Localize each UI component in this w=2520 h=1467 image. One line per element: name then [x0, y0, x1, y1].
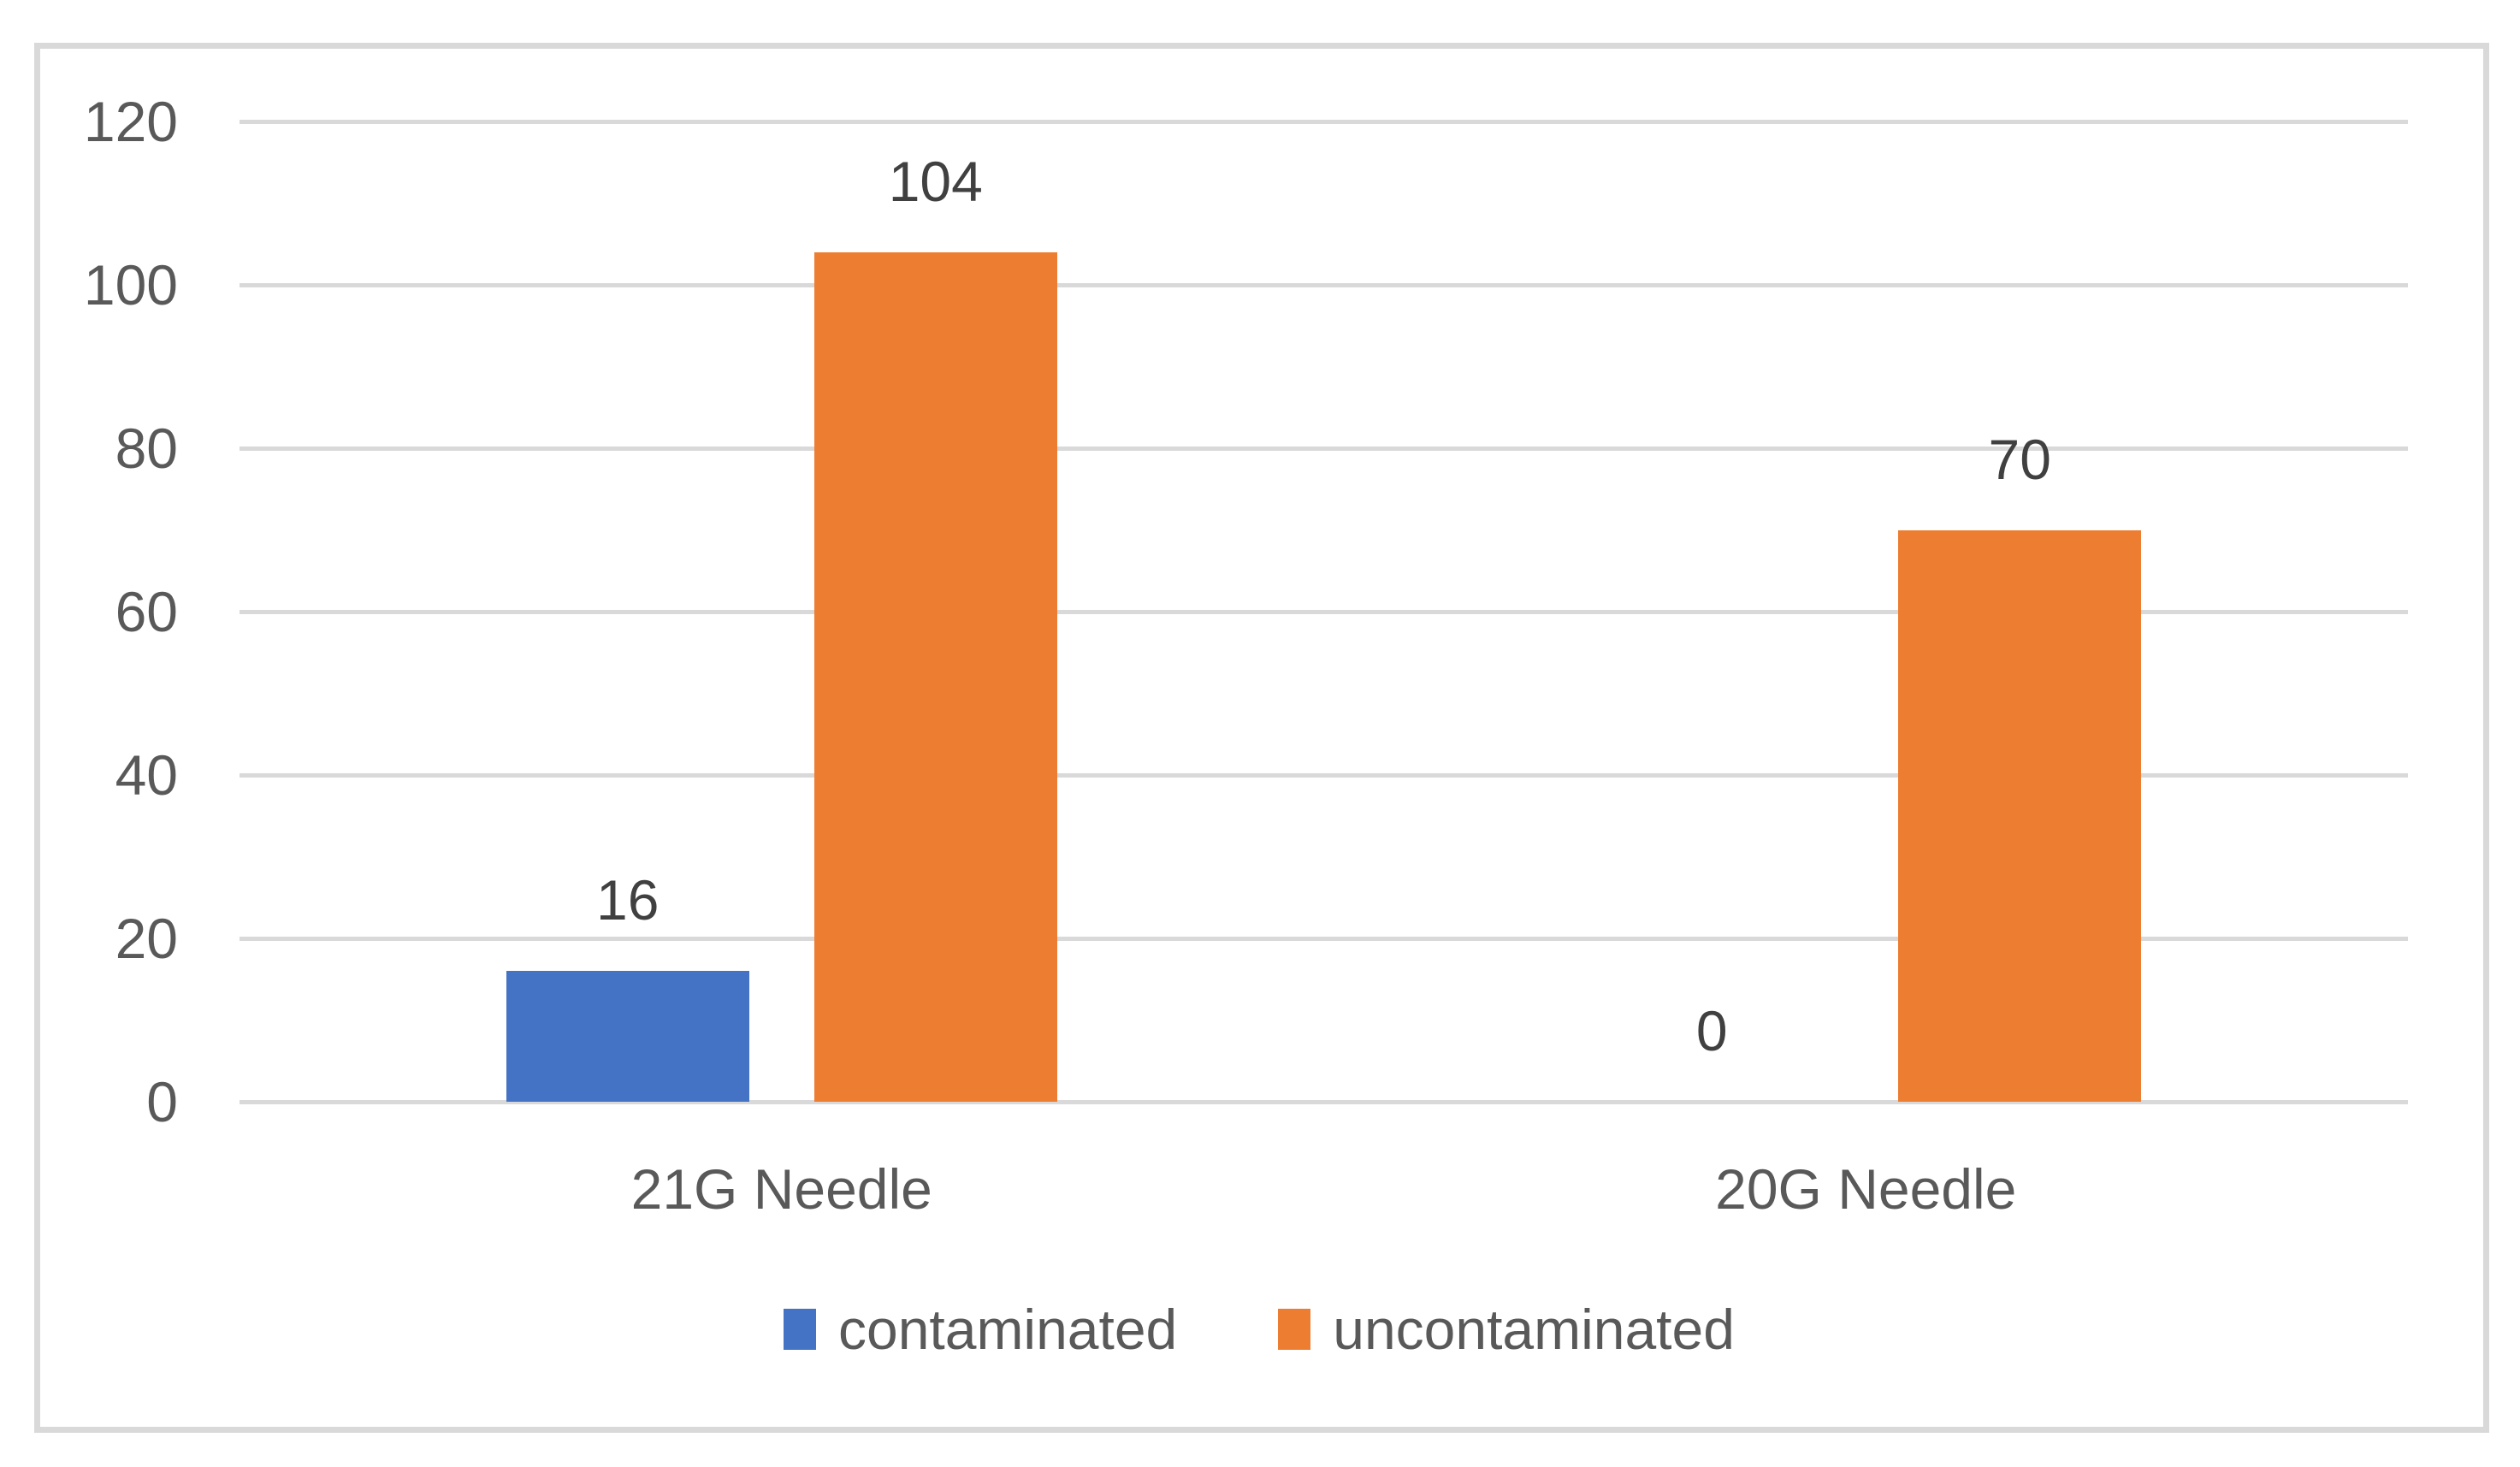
y-tick-label: 120	[83, 90, 178, 153]
legend-marker-uncontaminated-icon	[1278, 1309, 1311, 1350]
gridline	[240, 447, 2408, 451]
gridline	[240, 773, 2408, 778]
data-label: 16	[596, 868, 660, 932]
legend: contaminated uncontaminated	[784, 1297, 1735, 1362]
y-tick-label: 60	[115, 580, 178, 643]
bar-contaminated-0	[506, 971, 749, 1102]
data-label: 104	[888, 149, 983, 213]
y-tick-label: 0	[146, 1070, 178, 1133]
category-label: 21G Needle	[630, 1157, 932, 1221]
gridline	[240, 610, 2408, 614]
y-tick-label: 100	[83, 253, 178, 316]
legend-label: uncontaminated	[1333, 1298, 1735, 1361]
gridline	[240, 937, 2408, 941]
bar-uncontaminated-1	[1898, 529, 2142, 1102]
legend-marker-contaminated-icon	[784, 1309, 816, 1350]
legend-item-uncontaminated: uncontaminated	[1278, 1297, 1735, 1362]
gridline	[240, 1100, 2408, 1104]
gridline	[240, 283, 2408, 287]
category-label: 20G Needle	[1715, 1157, 2017, 1221]
y-tick-label: 80	[115, 417, 178, 480]
data-label: 0	[1695, 999, 1728, 1062]
legend-item-contaminated: contaminated	[784, 1297, 1177, 1362]
bar-uncontaminated-0	[813, 251, 1057, 1102]
y-tick-label: 20	[115, 907, 178, 970]
data-label: 70	[1988, 427, 2051, 491]
legend-label: contaminated	[838, 1298, 1178, 1361]
gridline	[240, 120, 2408, 124]
y-tick-label: 40	[115, 743, 178, 807]
